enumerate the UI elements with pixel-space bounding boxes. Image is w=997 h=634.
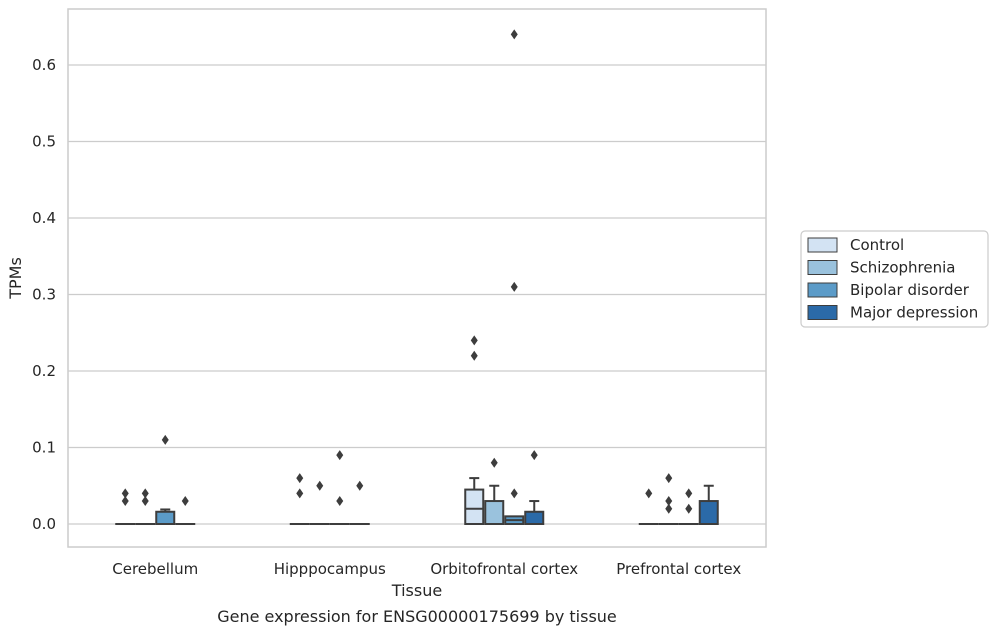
box-control — [638, 488, 659, 526]
outlier-point — [510, 281, 518, 292]
legend-swatch — [807, 237, 838, 253]
legend-swatch — [807, 305, 838, 320]
box-schizophrenia — [309, 480, 330, 526]
x-tick-label: Prefrontal cortex — [616, 560, 741, 578]
plot-frame — [67, 8, 767, 548]
y-tick-label: 0.4 — [32, 209, 56, 227]
outlier-point — [685, 488, 693, 499]
outlier-point — [470, 335, 478, 346]
legend-entry: Schizophrenia — [850, 259, 955, 277]
boxes — [115, 29, 719, 526]
box-bipolar-disorder — [504, 29, 525, 525]
outlier-point — [336, 450, 344, 461]
legend: Control Schizophrenia Bipolar disorder Majo… — [800, 230, 989, 328]
box-schizophrenia — [484, 457, 505, 525]
grid-lines — [68, 64, 766, 525]
outlier-point — [141, 488, 149, 499]
box-iqr — [155, 510, 176, 526]
x-tick-labels: Cerebellum Hipppocampus Orbitofrontal cort… — [112, 560, 741, 578]
legend-entry: Control — [850, 236, 904, 254]
outlier-point — [685, 503, 693, 514]
x-tick-label: Hipppocampus — [274, 560, 386, 578]
box-control — [464, 335, 485, 526]
legend-entry: Major depression — [850, 304, 978, 322]
x-tick-label: Cerebellum — [112, 560, 198, 578]
outlier-point — [356, 480, 364, 491]
x-tick-label: Orbitofrontal cortex — [430, 560, 578, 578]
legend-entry: Bipolar disorder — [850, 281, 970, 299]
box-major-depression — [349, 480, 370, 526]
box-iqr — [484, 500, 505, 525]
outlier-point — [645, 488, 653, 499]
legend-swatch — [807, 260, 838, 275]
outlier-point — [141, 496, 149, 507]
y-tick-label: 0.0 — [32, 515, 56, 533]
y-tick-label: 0.3 — [32, 286, 56, 304]
outlier-point — [296, 473, 304, 484]
box-iqr — [524, 510, 545, 526]
outlier-point — [316, 480, 324, 491]
outlier-point — [490, 457, 498, 468]
outlier-point — [121, 496, 129, 507]
box-control — [289, 473, 310, 526]
outlier-point — [161, 434, 169, 445]
outlier-point — [336, 496, 344, 507]
box-major-depression — [175, 496, 196, 526]
box-iqr — [464, 488, 485, 526]
outlier-point — [665, 496, 673, 507]
outlier-point — [181, 496, 189, 507]
box-bipolar-disorder — [678, 488, 699, 526]
outlier-point — [665, 473, 673, 484]
box-bipolar-disorder — [329, 450, 350, 526]
y-axis-label: TPMs — [6, 257, 25, 300]
y-tick-label: 0.1 — [32, 439, 56, 457]
box-iqr — [698, 500, 719, 525]
box-control — [115, 488, 136, 526]
box-major-depression — [698, 484, 719, 525]
box-bipolar-disorder — [155, 434, 176, 526]
x-axis-label: Tissue — [391, 581, 442, 600]
legend-frame — [800, 230, 989, 328]
outlier-point — [296, 488, 304, 499]
y-tick-label: 0.5 — [32, 133, 56, 151]
y-tick-labels: 0.0 0.1 0.2 0.3 0.4 0.5 0.6 — [32, 56, 56, 533]
box-schizophrenia — [135, 488, 156, 526]
y-tick-label: 0.2 — [32, 362, 56, 380]
chart-caption: Gene expression for ENSG00000175699 by t… — [217, 607, 617, 626]
outlier-point — [530, 450, 538, 461]
legend-swatch — [807, 282, 838, 298]
box-schizophrenia — [658, 473, 679, 526]
outlier-point — [665, 503, 673, 514]
outlier-point — [470, 350, 478, 361]
outlier-point — [510, 488, 518, 499]
y-tick-label: 0.6 — [32, 56, 56, 74]
box-major-depression — [524, 450, 545, 526]
outlier-point — [510, 29, 518, 40]
outlier-point — [121, 488, 129, 499]
